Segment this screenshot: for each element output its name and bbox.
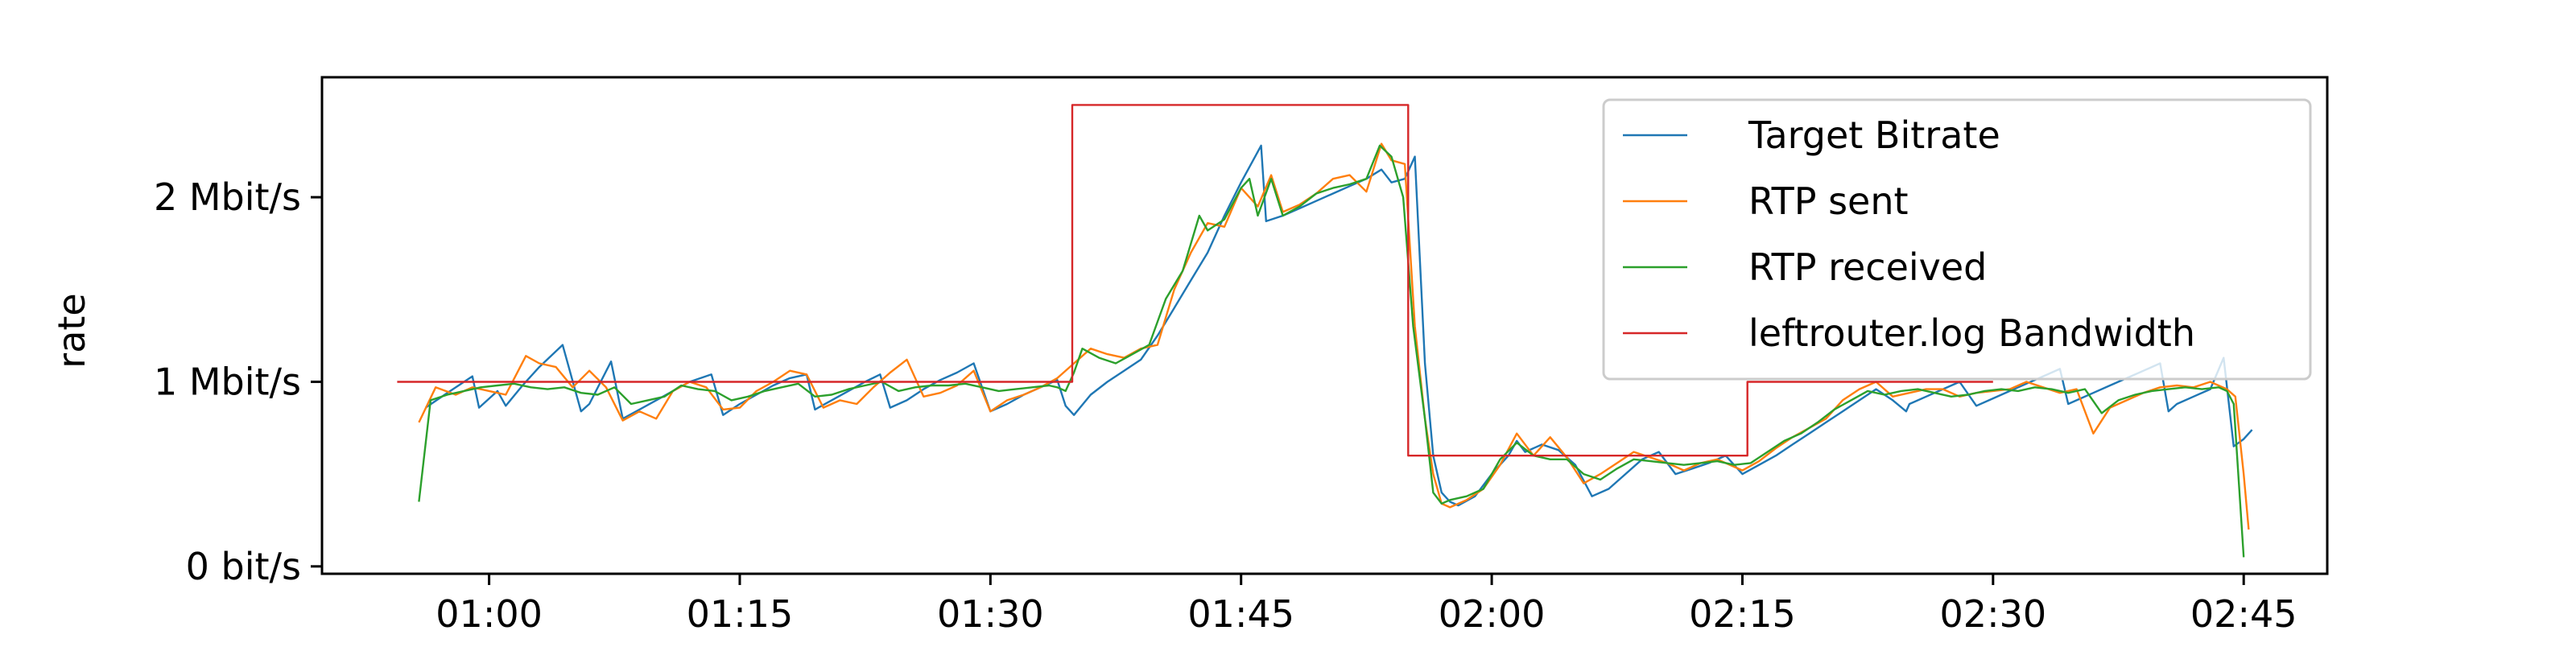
legend-label-target-bitrate: Target Bitrate (1748, 113, 2000, 157)
x-tick-label: 02:00 (1439, 592, 1546, 636)
x-tick-label: 01:00 (436, 592, 543, 636)
y-tick-label: 1 Mbit/s (154, 360, 301, 403)
x-tick-label: 02:30 (1940, 592, 2047, 636)
series-line-leftrouter-log-bandwidth (397, 104, 1993, 457)
axes-layer: 0 bit/s 1 Mbit/s 2 Mbit/s 01:00 01:15 01:30 01… (154, 175, 2297, 636)
plot-frame (320, 76, 2329, 575)
x-tick-label: 01:30 (937, 592, 1044, 636)
legend-frame (1602, 98, 2312, 381)
series-line-rtp-received (418, 144, 2245, 558)
x-tick-label: 01:45 (1187, 592, 1294, 636)
y-axis-label: rate (50, 293, 93, 368)
legend-label-rtp-sent: RTP sent (1748, 179, 1909, 223)
x-tick-label: 02:15 (1689, 592, 1796, 636)
legend-label-leftrouter-log-bandwidth: leftrouter.log Bandwidth (1748, 311, 2195, 355)
x-tick-label: 02:45 (2190, 592, 2297, 636)
y-tick-label: 2 Mbit/s (154, 175, 301, 219)
x-tick-label: 01:15 (687, 592, 794, 636)
y-tick-label: 0 bit/s (186, 545, 301, 588)
legend: Target Bitrate RTP sent RTP received leftro… (1602, 98, 2312, 381)
series-layer (397, 104, 2253, 558)
legend-label-rtp-received: RTP received (1748, 245, 1987, 289)
